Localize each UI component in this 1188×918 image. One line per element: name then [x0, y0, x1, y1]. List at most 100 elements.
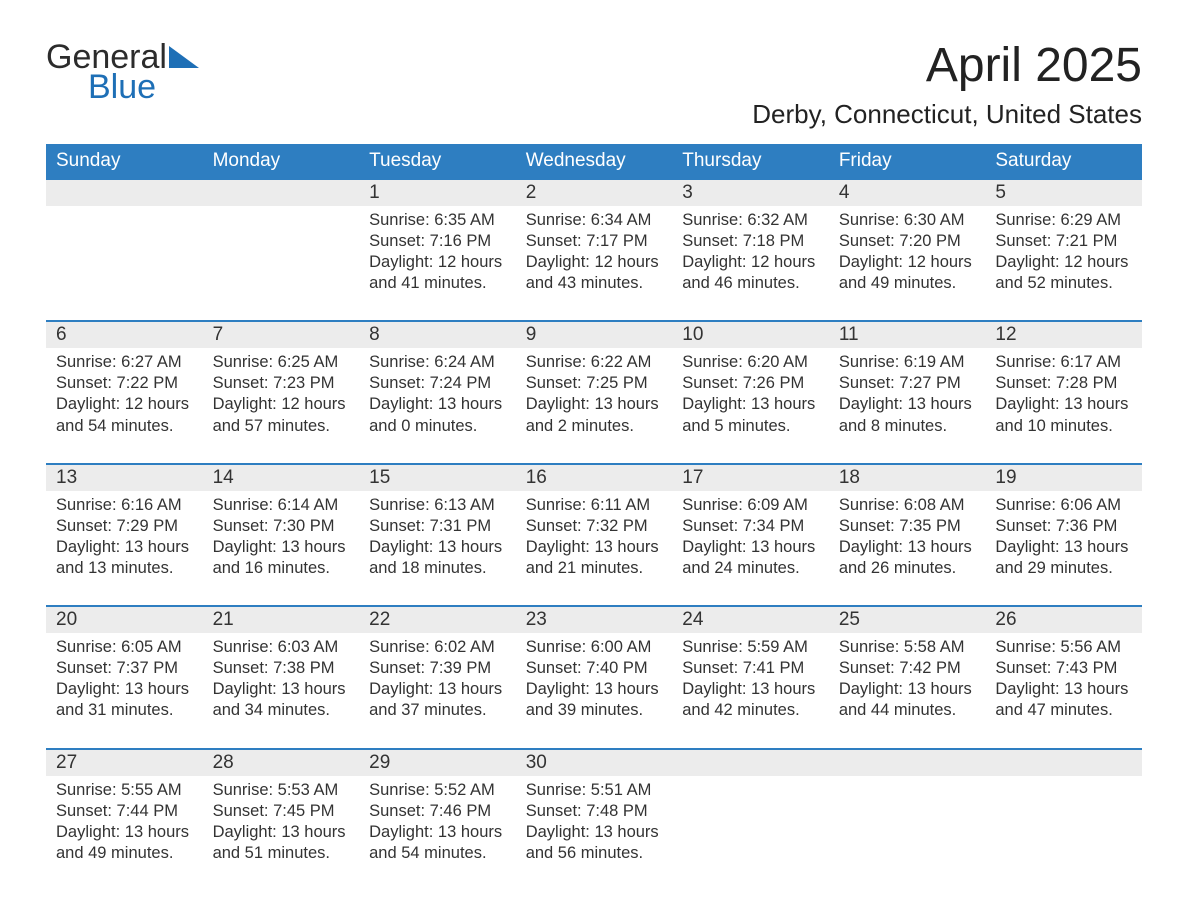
- day-body-row: Sunrise: 6:16 AMSunset: 7:29 PM Daylight:…: [46, 491, 1142, 606]
- sunset-line: Sunset: 7:31 PM: [369, 516, 506, 537]
- day-number-row: 12345: [46, 179, 1142, 206]
- day-body-cell: Sunrise: 6:29 AMSunset: 7:21 PMDaylight:…: [985, 206, 1142, 321]
- daylight-line-1: Daylight: 13 hours: [682, 679, 819, 700]
- daylight-line-1: Daylight: 13 hours: [682, 394, 819, 415]
- daylight-line-1: Daylight: 13 hours: [213, 537, 350, 558]
- daylight-line-2: and 44 minutes.: [839, 700, 976, 721]
- day-body-cell: Sunrise: 6:17 AMSunset: 7:28 PMDaylight:…: [985, 348, 1142, 463]
- daylight-line-2: and 5 minutes.: [682, 416, 819, 437]
- daylight-line-1: Daylight: 13 hours: [995, 394, 1132, 415]
- day-body-cell: [672, 776, 829, 890]
- day-number-cell: 22: [359, 606, 516, 633]
- sunset-line: Sunset: 7:42 PM: [839, 658, 976, 679]
- day-number-cell: 21: [203, 606, 360, 633]
- day-body-cell: Sunrise: 6:32 AMSunset: 7:18 PMDaylight:…: [672, 206, 829, 321]
- day-number-row: 27282930: [46, 749, 1142, 776]
- sunset-line: Sunset: 7:41 PM: [682, 658, 819, 679]
- sunset-line: Sunset: 7:44 PM: [56, 801, 193, 822]
- calendar-page: General Blue April 2025 Derby, Connectic…: [0, 0, 1188, 918]
- day-body-cell: Sunrise: 6:14 AMSunset: 7:30 PMDaylight:…: [203, 491, 360, 606]
- daylight-line-2: and 34 minutes.: [213, 700, 350, 721]
- daylight-line-2: and 8 minutes.: [839, 416, 976, 437]
- daylight-line-2: and 21 minutes.: [526, 558, 663, 579]
- logo-word-2: Blue: [88, 70, 201, 104]
- day-number-cell: 3: [672, 179, 829, 206]
- day-body-cell: Sunrise: 6:09 AMSunset: 7:34 PMDaylight:…: [672, 491, 829, 606]
- logo: General Blue: [46, 40, 201, 104]
- day-number-cell: [829, 749, 986, 776]
- sunset-line: Sunset: 7:30 PM: [213, 516, 350, 537]
- day-number-cell: 8: [359, 321, 516, 348]
- sunset-line: Sunset: 7:18 PM: [682, 231, 819, 252]
- daylight-line-1: Daylight: 13 hours: [56, 679, 193, 700]
- sunrise-line: Sunrise: 6:14 AM: [213, 495, 350, 516]
- day-number-cell: 7: [203, 321, 360, 348]
- day-body-cell: Sunrise: 6:16 AMSunset: 7:29 PMDaylight:…: [46, 491, 203, 606]
- day-body-cell: Sunrise: 6:03 AMSunset: 7:38 PMDaylight:…: [203, 633, 360, 748]
- sunset-line: Sunset: 7:26 PM: [682, 373, 819, 394]
- sunrise-line: Sunrise: 5:52 AM: [369, 780, 506, 801]
- day-number-cell: 29: [359, 749, 516, 776]
- sunrise-line: Sunrise: 6:16 AM: [56, 495, 193, 516]
- daylight-line-1: Daylight: 13 hours: [213, 679, 350, 700]
- day-body-cell: Sunrise: 6:06 AMSunset: 7:36 PMDaylight:…: [985, 491, 1142, 606]
- daylight-line-2: and 49 minutes.: [839, 273, 976, 294]
- day-body-cell: Sunrise: 6:27 AMSunset: 7:22 PMDaylight:…: [46, 348, 203, 463]
- sunset-line: Sunset: 7:40 PM: [526, 658, 663, 679]
- day-number-row: 6789101112: [46, 321, 1142, 348]
- sunrise-line: Sunrise: 6:30 AM: [839, 210, 976, 231]
- day-body-cell: Sunrise: 6:20 AMSunset: 7:26 PMDaylight:…: [672, 348, 829, 463]
- day-body-cell: Sunrise: 6:00 AMSunset: 7:40 PMDaylight:…: [516, 633, 673, 748]
- sunset-line: Sunset: 7:20 PM: [839, 231, 976, 252]
- sunrise-line: Sunrise: 6:02 AM: [369, 637, 506, 658]
- daylight-line-1: Daylight: 13 hours: [369, 822, 506, 843]
- sunrise-line: Sunrise: 6:22 AM: [526, 352, 663, 373]
- daylight-line-1: Daylight: 13 hours: [526, 679, 663, 700]
- sunset-line: Sunset: 7:27 PM: [839, 373, 976, 394]
- sunset-line: Sunset: 7:28 PM: [995, 373, 1132, 394]
- day-number-cell: 15: [359, 464, 516, 491]
- day-number-cell: 16: [516, 464, 673, 491]
- sunset-line: Sunset: 7:24 PM: [369, 373, 506, 394]
- sunset-line: Sunset: 7:32 PM: [526, 516, 663, 537]
- calendar-table: Sunday Monday Tuesday Wednesday Thursday…: [46, 144, 1142, 890]
- day-body-cell: Sunrise: 5:58 AMSunset: 7:42 PMDaylight:…: [829, 633, 986, 748]
- day-body-cell: [829, 776, 986, 890]
- daylight-line-1: Daylight: 13 hours: [369, 679, 506, 700]
- daylight-line-1: Daylight: 13 hours: [369, 537, 506, 558]
- daylight-line-2: and 31 minutes.: [56, 700, 193, 721]
- sunrise-line: Sunrise: 6:27 AM: [56, 352, 193, 373]
- daylight-line-2: and 18 minutes.: [369, 558, 506, 579]
- page-header: General Blue April 2025 Derby, Connectic…: [46, 40, 1142, 130]
- daylight-line-1: Daylight: 13 hours: [839, 537, 976, 558]
- day-number-cell: 2: [516, 179, 673, 206]
- day-body-cell: Sunrise: 6:25 AMSunset: 7:23 PMDaylight:…: [203, 348, 360, 463]
- day-number-cell: 1: [359, 179, 516, 206]
- sunset-line: Sunset: 7:29 PM: [56, 516, 193, 537]
- sunrise-line: Sunrise: 5:59 AM: [682, 637, 819, 658]
- flag-icon: [169, 46, 201, 68]
- daylight-line-1: Daylight: 13 hours: [526, 822, 663, 843]
- day-body-cell: Sunrise: 6:22 AMSunset: 7:25 PMDaylight:…: [516, 348, 673, 463]
- day-body-row: Sunrise: 6:27 AMSunset: 7:22 PM Daylight:…: [46, 348, 1142, 463]
- weekday-header: Thursday: [672, 144, 829, 179]
- day-body-cell: [46, 206, 203, 321]
- daylight-line-1: Daylight: 12 hours: [682, 252, 819, 273]
- location-subtitle: Derby, Connecticut, United States: [752, 99, 1142, 130]
- sunset-line: Sunset: 7:39 PM: [369, 658, 506, 679]
- day-number-cell: 28: [203, 749, 360, 776]
- sunrise-line: Sunrise: 6:09 AM: [682, 495, 819, 516]
- sunset-line: Sunset: 7:46 PM: [369, 801, 506, 822]
- day-number-row: 20212223242526: [46, 606, 1142, 633]
- day-number-cell: 12: [985, 321, 1142, 348]
- daylight-line-2: and 57 minutes.: [213, 416, 350, 437]
- day-number-cell: 14: [203, 464, 360, 491]
- daylight-line-2: and 0 minutes.: [369, 416, 506, 437]
- sunrise-line: Sunrise: 6:25 AM: [213, 352, 350, 373]
- sunset-line: Sunset: 7:16 PM: [369, 231, 506, 252]
- sunset-line: Sunset: 7:22 PM: [56, 373, 193, 394]
- day-body-cell: Sunrise: 6:13 AMSunset: 7:31 PMDaylight:…: [359, 491, 516, 606]
- sunrise-line: Sunrise: 6:03 AM: [213, 637, 350, 658]
- daylight-line-2: and 10 minutes.: [995, 416, 1132, 437]
- weekday-header: Friday: [829, 144, 986, 179]
